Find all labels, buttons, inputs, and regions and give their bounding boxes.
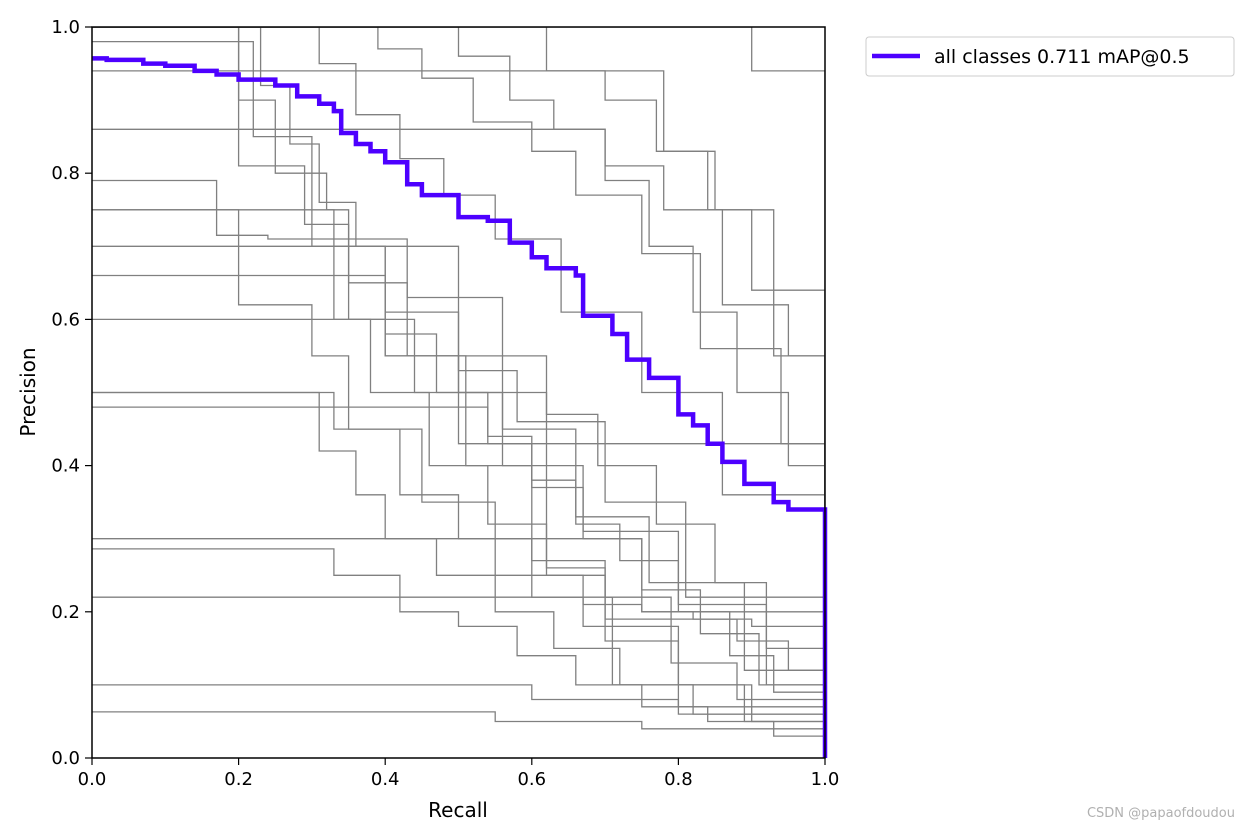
series-class-line-21	[92, 538, 825, 758]
y-tick-label: 0.8	[51, 163, 80, 184]
y-tick-label: 0.0	[51, 748, 80, 769]
series-class-line-20	[92, 596, 825, 758]
series-class-line-13	[92, 27, 825, 758]
y-tick-label: 1.0	[51, 17, 80, 38]
series-class-line-1	[92, 179, 825, 758]
y-tick-label: 0.4	[51, 456, 80, 477]
series-class-line-8	[92, 27, 825, 758]
highlight-layer	[92, 56, 828, 758]
ticks-layer: 0.0 0.2 0.4 0.6 0.8 1.0 0.0 0.2 0.4 0.6 0.8 1.0	[51, 17, 839, 790]
x-tick-label: 0.2	[224, 769, 253, 790]
series-class-line-24	[92, 128, 825, 758]
x-tick-label: 0.4	[371, 769, 400, 790]
series-class-line-25	[92, 70, 825, 758]
series-class-line-16	[92, 548, 825, 758]
legend: all classes 0.711 mAP@0.5	[865, 36, 1235, 77]
x-tick-label: 0.8	[664, 769, 693, 790]
series-all-classes-line	[92, 56, 828, 758]
legend-entry-all-classes: all classes 0.711 mAP@0.5	[934, 46, 1190, 68]
plot-frame	[91, 26, 826, 759]
series-class-line-5	[92, 711, 825, 758]
legend-box	[865, 36, 1235, 77]
watermark: CSDN @papaofdoudou	[1086, 806, 1235, 821]
x-tick-label: 0.0	[78, 769, 107, 790]
series-class-line-14	[92, 27, 825, 758]
series-class-line-17	[92, 391, 825, 758]
y-axis-label: Precision	[16, 347, 40, 436]
series-class-line-19	[92, 406, 825, 758]
series-class-line-10	[92, 27, 825, 758]
series-class-line-22	[92, 274, 825, 758]
x-axis-label: Recall	[428, 798, 488, 822]
series-class-line-7	[92, 209, 825, 758]
x-tick-label: 1.0	[811, 769, 840, 790]
series-class-line-23	[92, 245, 825, 758]
series-class-line-11	[92, 27, 825, 758]
x-tick-label: 0.6	[517, 769, 546, 790]
series-layer	[92, 27, 825, 758]
y-tick-label: 0.6	[51, 309, 80, 330]
y-tick-label: 0.2	[51, 602, 80, 623]
series-class-line-15	[92, 40, 825, 758]
